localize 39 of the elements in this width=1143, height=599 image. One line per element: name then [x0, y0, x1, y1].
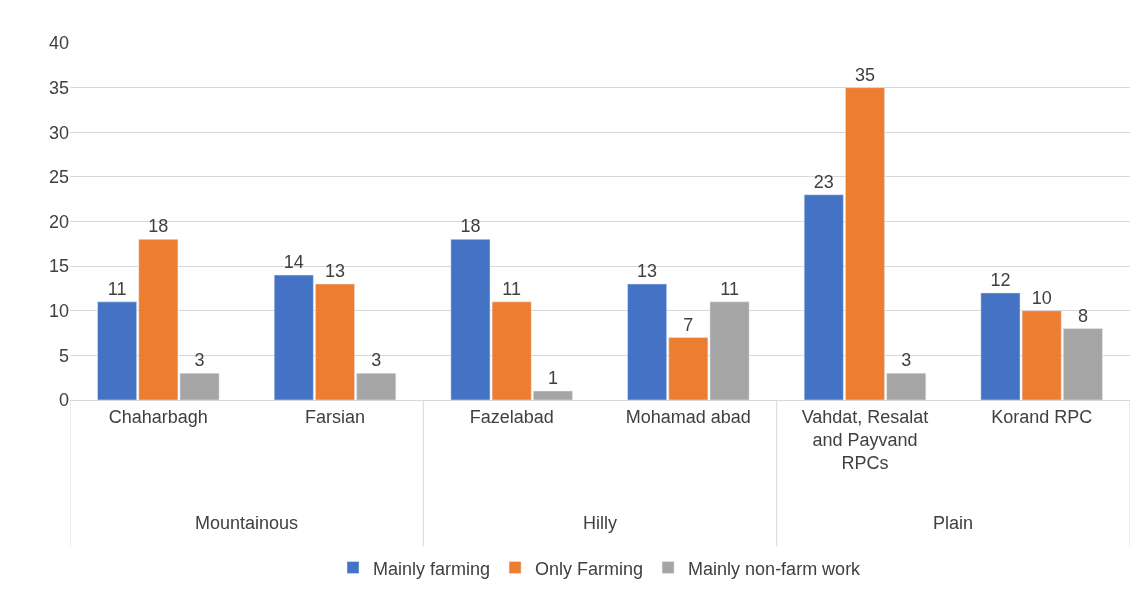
data-label: 11: [107, 278, 127, 299]
x-tick-label: Mohamad abad: [625, 406, 751, 427]
data-label: 18: [148, 216, 169, 237]
x-tick-label: Chaharbagh: [108, 406, 208, 427]
x-tick-label: Farsian: [304, 406, 366, 427]
data-label: 23: [813, 171, 834, 192]
text: Mountainous: [195, 513, 299, 533]
data-label: 3: [194, 350, 205, 371]
data-label: 35: [854, 64, 876, 85]
y-tick-label: 35: [48, 77, 69, 98]
x-tick-label: Vahdat, Resalat and Payvand RPCs: [801, 406, 929, 474]
data-label: 18: [460, 216, 481, 237]
data-label: 13: [324, 260, 346, 281]
y-tick-label: 30: [48, 122, 69, 143]
y-tick-label: 0: [58, 390, 69, 411]
data-label: 11: [720, 278, 739, 299]
data-label: 3: [371, 350, 382, 371]
legend-label: Mainly non-farm work: [688, 558, 862, 579]
y-tick-label: 40: [48, 33, 69, 54]
data-label: 14: [283, 252, 304, 273]
data-label: 8: [1077, 305, 1088, 326]
data-label: 11: [502, 278, 522, 299]
y-tick-label: 10: [48, 301, 69, 322]
y-tick-label: 25: [48, 167, 69, 188]
y-tick-label: 15: [48, 256, 69, 277]
x-tick-label: Fazelabad: [469, 406, 554, 427]
y-tick-label: 20: [48, 211, 69, 232]
x-tick-label: Korand RPC: [991, 406, 1093, 427]
data-label: 7: [683, 314, 694, 335]
y-tick-label: 5: [58, 345, 69, 366]
text: Plain: [933, 513, 974, 533]
data-label: 13: [637, 260, 658, 281]
text: Hilly: [583, 513, 617, 533]
data-label: 3: [901, 350, 912, 371]
data-label: 10: [1031, 287, 1052, 308]
legend-label: Only Farming: [535, 558, 644, 579]
data-label: 12: [990, 269, 1011, 290]
legend-label: Mainly farming: [373, 558, 491, 579]
data-label: 1: [547, 368, 558, 389]
